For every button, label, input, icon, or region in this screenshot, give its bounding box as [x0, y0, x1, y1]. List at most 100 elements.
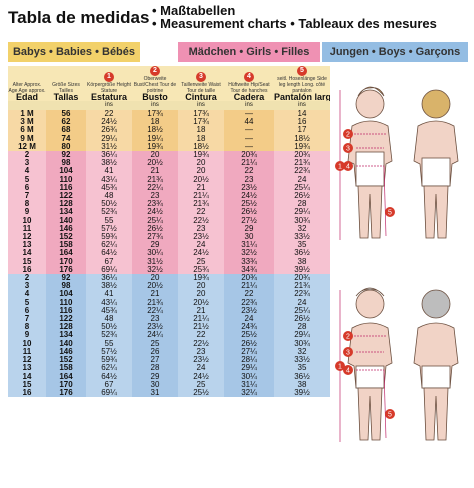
measure-cell: — [224, 142, 274, 152]
measure-cell: 20½ [132, 159, 178, 168]
measure-cell: 64½ [86, 372, 132, 381]
measure-cell: 22¾ [274, 167, 330, 176]
age-cell: 6 [8, 306, 46, 316]
table-row: 6 116 45¾ 22¼ 21 23½ 25¼ [8, 183, 330, 193]
size-cell: 152 [46, 233, 86, 242]
measure-cell: 22 [178, 331, 224, 340]
age-cell: 8 [8, 323, 46, 332]
measure-cell: 20½ [132, 282, 178, 291]
column-title: Cadera [233, 92, 265, 102]
svg-text:3: 3 [346, 146, 350, 153]
measure-cell: 21¼ [178, 315, 224, 324]
measure-cell: 35 [274, 241, 330, 250]
column-header: Größe Sizes Tailles Tallas [46, 66, 86, 101]
measure-cell: 26½ [274, 315, 330, 324]
measure-cell: 21 [132, 167, 178, 176]
measure-cell: 18½ [132, 126, 178, 135]
subtitle-en-fr: • Measurement charts • Tableaux des mesu… [152, 16, 437, 31]
measure-cell: 38 [274, 257, 330, 266]
measure-cell: 21½ [178, 323, 224, 332]
measure-number-badge: 5 [297, 66, 307, 76]
age-cell: 15 [8, 380, 46, 389]
measure-number-badge: 2 [150, 66, 160, 76]
svg-text:1: 1 [338, 364, 342, 371]
measure-cell: 21¾ [132, 298, 178, 307]
age-cell: 16 [8, 388, 46, 398]
column-subtitle: Größe Sizes Tailles [52, 82, 80, 94]
measure-cell: 25¼ [274, 306, 330, 316]
measure-cell: 17 [274, 126, 330, 135]
measure-cell: 20 [178, 159, 224, 168]
measure-cell: 43¼ [86, 298, 132, 307]
age-cell: 12 M [8, 142, 46, 152]
measure-cell: 24¾ [224, 323, 274, 332]
size-cell: 164 [46, 372, 86, 381]
measure-cell: 23½ [224, 306, 274, 316]
measure-cell: 23¾ [132, 200, 178, 209]
measure-cell: 20¾ [224, 274, 274, 283]
table-row: 9 M 74 29¼ 19¼ 18—18½ [8, 134, 330, 143]
table-row: 11 146 57½ 26 23 27¼ 32 [8, 347, 330, 357]
table-row: 8 128 50½ 23½ 21½ 24¾ 28 [8, 323, 330, 332]
svg-text:1: 1 [338, 164, 342, 171]
measure-cell: 39½ [274, 388, 330, 398]
measure-cell: 21¾ [178, 200, 224, 209]
band-boys: Jungen • Boys • Garçons [322, 42, 468, 62]
size-cell: 158 [46, 364, 86, 373]
table-row: 2 92 36¼ 20 19¾ 20¾ 20¾ [8, 151, 330, 160]
measure-cell: 59¾ [86, 356, 132, 365]
measure-cell: 19¾ [274, 142, 330, 152]
measure-cell: 22 [86, 110, 132, 119]
svg-text:5: 5 [388, 210, 392, 217]
measure-cell: 23 [178, 224, 224, 234]
table-row: 5 110 43¼ 21¾ 20½ 22¾ 24 [8, 298, 330, 307]
measure-cell: 21¼ [178, 192, 224, 201]
age-cell: 6 [8, 183, 46, 193]
measure-cell: 21¼ [224, 159, 274, 168]
measure-cell: 22½ [178, 339, 224, 348]
measure-cell: 55 [86, 216, 132, 225]
size-cell: 80 [46, 142, 86, 152]
measure-cell: 23 [132, 192, 178, 201]
measure-cell: 30¾ [274, 216, 330, 225]
column-subtitle: seitl. Hosenlänge Side leg length Long. … [277, 76, 327, 94]
age-cell: 9 M [8, 134, 46, 143]
table-row: 10 140 55 25 22½ 26½ 30¾ [8, 339, 330, 348]
size-cell: 176 [46, 265, 86, 275]
size-cell: 146 [46, 347, 86, 357]
measure-cell: 27¾ [132, 233, 178, 242]
measure-cell: 22½ [178, 216, 224, 225]
column-subtitle: Oberweite Bust/Chest Tour de poitrine [133, 76, 177, 94]
measure-cell: 20¾ [274, 274, 330, 283]
measure-cell: 24½ [178, 249, 224, 258]
measure-cell: 28¼ [224, 356, 274, 365]
measure-cell: 27¼ [224, 347, 274, 357]
measure-cell: 41 [86, 167, 132, 176]
age-cell: 13 [8, 241, 46, 250]
band-girls: Mädchen • Girls • Filles [178, 42, 320, 62]
age-cell: 3 [8, 159, 46, 168]
measure-cell: 24½ [132, 208, 178, 217]
measure-cell: 50½ [86, 200, 132, 209]
table-row: 16 176 69¼ 32½ 25¾ 34¾ 39½ [8, 265, 330, 275]
measure-cell: 29 [132, 241, 178, 250]
measure-cell: 57½ [86, 347, 132, 357]
measure-cell: 33½ [274, 356, 330, 365]
measure-cell: 36¼ [86, 151, 132, 160]
measure-cell: 25¼ [274, 183, 330, 193]
measure-cell: 23½ [132, 323, 178, 332]
table-row: 6 116 45¾ 22¼ 21 23½ 25¼ [8, 306, 330, 316]
size-cell: 110 [46, 298, 86, 307]
measure-cell: 30 [132, 380, 178, 389]
age-cell: 10 [8, 216, 46, 225]
svg-text:2: 2 [346, 334, 350, 341]
measure-cell: 22 [224, 167, 274, 176]
size-cell: 92 [46, 274, 86, 283]
boy-figure-back [413, 289, 459, 441]
svg-text:3: 3 [346, 350, 350, 357]
measure-number-badge: 3 [196, 72, 206, 82]
table-row: 14 164 64½ 29 24½ 30¼ 36½ [8, 372, 330, 381]
age-cell: 4 [8, 167, 46, 176]
age-cell: 11 [8, 347, 46, 357]
measure-cell: 32½ [132, 265, 178, 275]
